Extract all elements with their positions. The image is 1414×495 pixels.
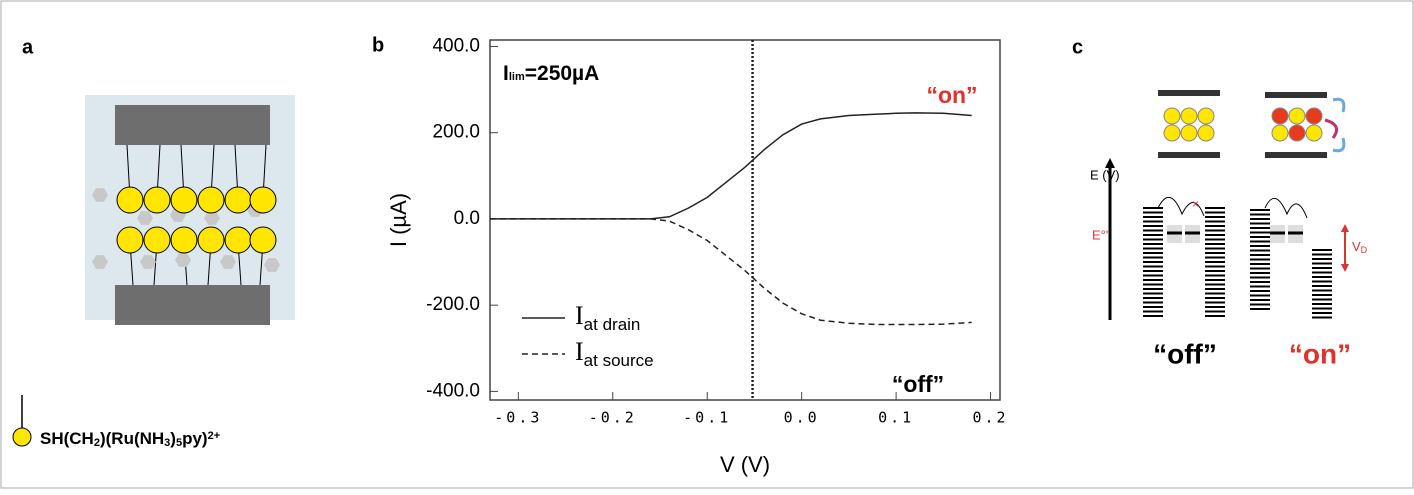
legend-ball [12, 427, 32, 447]
redox-center [116, 226, 144, 254]
legend-name: I [575, 301, 584, 330]
on-annotation: “on” [926, 82, 977, 108]
legend-label: Iat drain [575, 301, 640, 335]
legend-name: I [575, 337, 584, 366]
counter-ion [264, 258, 280, 272]
legend-label: Iat source [575, 337, 654, 371]
legend-subscript: at source [584, 351, 654, 370]
plot-frame [489, 39, 1001, 401]
electrode [115, 105, 270, 145]
y-tick-label: 0.0 [454, 208, 480, 229]
panel-label: b [372, 34, 384, 56]
redox-center [170, 186, 198, 214]
redox-center [1305, 107, 1323, 125]
x-axis-label: V (V) [720, 452, 770, 477]
limit-annotation: Ilim=250µA [503, 62, 599, 85]
monolayer-diagram [85, 95, 295, 325]
x-tick-label: -0.1 [683, 409, 731, 427]
energy-diagram: × [1105, 90, 1349, 320]
redox-center [1180, 107, 1198, 125]
legend-subscript: at drain [584, 315, 641, 334]
y-tick-label: -200.0 [426, 294, 480, 315]
redox-center [1288, 124, 1306, 142]
redox-center [197, 186, 225, 214]
text-part: SH(CH [40, 429, 94, 448]
redox-center [143, 186, 171, 214]
text-part: =250µA [525, 62, 600, 85]
hop-path [1157, 197, 1308, 219]
x-tick-label: 0.0 [784, 409, 820, 427]
x-tick-label: 0.2 [973, 409, 1009, 427]
flow-arrow [1332, 97, 1346, 153]
text-part: 5 [176, 437, 182, 449]
counter-ion [137, 211, 153, 225]
on-label: “on” [1289, 338, 1351, 369]
text-part: D [1361, 245, 1368, 255]
blocked-mark: × [1192, 197, 1199, 211]
formal-potential: E°' [1092, 227, 1108, 242]
counter-ion [220, 255, 236, 269]
series-line [490, 218, 972, 326]
redox-center [1271, 107, 1289, 125]
redox-center [1305, 124, 1323, 142]
electrode [1158, 90, 1220, 96]
redox-center [224, 226, 252, 254]
x-tick-label: -0.2 [589, 409, 637, 427]
series-line [490, 112, 972, 220]
molecules [92, 144, 280, 286]
text-part: V [1352, 239, 1361, 254]
text-part: lim [509, 71, 525, 83]
counter-ion [92, 255, 108, 269]
counter-ion [140, 255, 156, 269]
redox-center [249, 186, 277, 214]
transfer-arrow [1324, 118, 1339, 139]
redox-center [249, 226, 277, 254]
x-tick-label: 0.1 [878, 409, 914, 427]
electrode [1265, 152, 1327, 158]
redox-center [1163, 107, 1181, 125]
redox-center [1197, 124, 1215, 142]
panel-label: a [22, 36, 34, 58]
redox-center [1288, 107, 1306, 125]
redox-center [170, 226, 198, 254]
chart: b 400.0 200.0 0.0 -200.0 -400.0 -0.3 -0.2 -0.1 0.… [372, 34, 1009, 477]
arrow-head [1105, 158, 1115, 168]
off-annotation: “off” [892, 371, 944, 397]
y-tick-label: 200.0 [432, 122, 480, 143]
text-part: )(Ru(NH [100, 429, 164, 448]
redox-center [1271, 124, 1289, 142]
text-part: 3 [164, 437, 170, 449]
electrode [1265, 92, 1327, 98]
counter-ion [92, 188, 108, 202]
x-tick-label: -0.3 [494, 409, 542, 427]
counter-ion [204, 211, 220, 225]
molecule-legend: SH(CH2)(Ru(NH3)5py)2+ [40, 429, 220, 449]
text-part: 2 [94, 437, 100, 449]
panel-label: c [1072, 36, 1083, 58]
text-part: ) [170, 429, 176, 448]
bias-label: VD [1352, 239, 1368, 255]
electrode [115, 285, 270, 325]
electrode [1158, 152, 1220, 158]
text-part: py) [182, 429, 208, 448]
off-label: “off” [1153, 338, 1217, 369]
text-part: 2+ [208, 430, 221, 442]
y-axis-label: I (µA) [386, 193, 411, 247]
y-tick-label: -400.0 [426, 380, 480, 401]
y-tick-label: 400.0 [432, 35, 480, 56]
energy-label: E (V) [1090, 167, 1120, 182]
redox-center [1180, 124, 1198, 142]
text-part: I [503, 62, 509, 85]
counter-ion [175, 253, 191, 267]
redox-center [143, 226, 171, 254]
redox-center [116, 186, 144, 214]
redox-center [1163, 124, 1181, 142]
redox-center [197, 226, 225, 254]
redox-center [224, 186, 252, 214]
redox-center [1197, 107, 1215, 125]
